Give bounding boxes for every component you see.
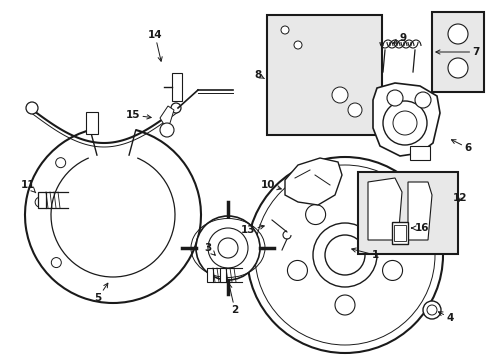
Circle shape (218, 238, 238, 258)
Bar (431, 12, 483, 92)
Text: 8: 8 (254, 70, 264, 80)
Polygon shape (407, 182, 431, 240)
Circle shape (281, 26, 288, 34)
Circle shape (382, 101, 426, 145)
Circle shape (334, 295, 354, 315)
Text: 15: 15 (125, 110, 151, 120)
Text: 12: 12 (452, 193, 467, 203)
Text: 9: 9 (392, 33, 406, 43)
Text: 4: 4 (438, 312, 453, 323)
Bar (266, 15, 381, 135)
Circle shape (386, 90, 402, 106)
Polygon shape (160, 106, 174, 126)
Circle shape (331, 87, 347, 103)
Bar (220, 268, 225, 282)
Circle shape (26, 102, 38, 114)
Text: 6: 6 (450, 140, 470, 153)
Circle shape (196, 216, 260, 280)
Circle shape (51, 257, 61, 267)
Bar (172, 73, 182, 101)
Text: 1: 1 (351, 248, 378, 260)
Text: 13: 13 (240, 225, 264, 235)
Circle shape (305, 204, 325, 225)
Polygon shape (409, 146, 429, 160)
Polygon shape (372, 83, 439, 156)
Text: 10: 10 (260, 180, 281, 190)
Text: 3: 3 (204, 243, 215, 255)
Text: 2: 2 (227, 284, 238, 315)
Text: 14: 14 (147, 30, 162, 61)
Text: 11: 11 (20, 180, 36, 193)
Bar (86, 112, 98, 134)
Text: 7: 7 (435, 47, 479, 57)
Circle shape (447, 24, 467, 44)
Circle shape (56, 158, 65, 168)
Circle shape (382, 260, 402, 280)
Circle shape (447, 58, 467, 78)
Circle shape (171, 103, 181, 113)
Text: 5: 5 (94, 283, 108, 303)
Bar (38, 192, 46, 208)
Circle shape (414, 92, 430, 108)
Circle shape (160, 123, 174, 137)
Bar (391, 222, 407, 244)
Circle shape (293, 41, 302, 49)
Polygon shape (285, 158, 341, 205)
Circle shape (347, 103, 361, 117)
Bar (357, 172, 457, 254)
Circle shape (364, 204, 384, 225)
Circle shape (35, 197, 45, 207)
Text: 16: 16 (411, 223, 428, 233)
Circle shape (422, 301, 440, 319)
Polygon shape (367, 178, 401, 240)
Bar (393, 225, 405, 241)
Circle shape (287, 260, 307, 280)
Bar (206, 268, 213, 282)
Circle shape (325, 235, 364, 275)
